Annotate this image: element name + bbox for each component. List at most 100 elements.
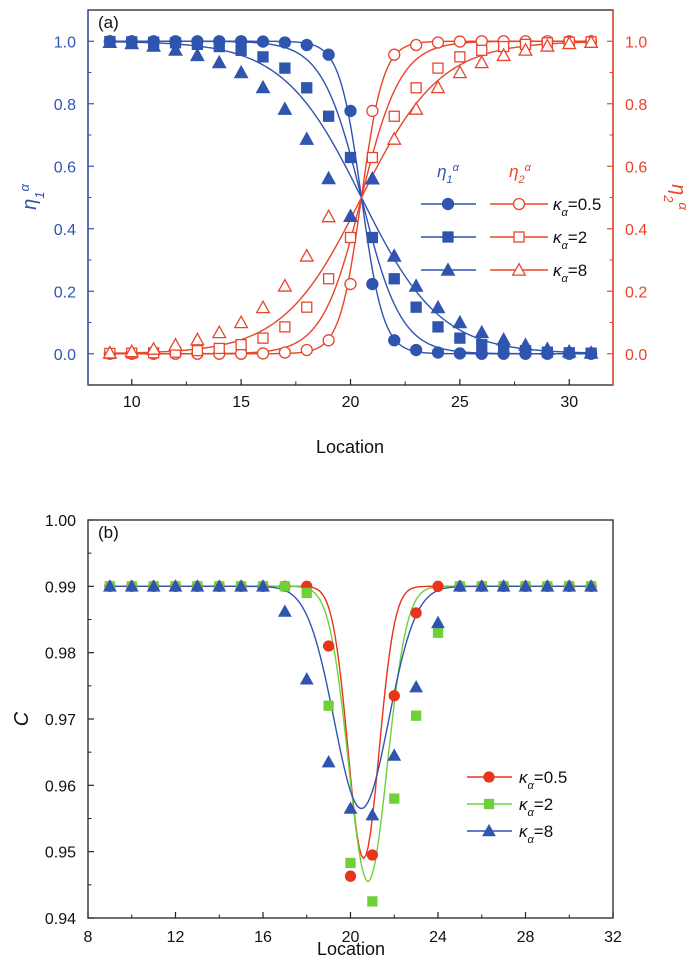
eta1-point (366, 231, 379, 244)
panel-b-ytick-label: 0.95 (45, 845, 76, 862)
panel-b-legend: κα=0.5 κα=2 κα=8 (467, 768, 567, 846)
panel-a-label: (a) (98, 13, 119, 32)
eta2-curve (109, 40, 592, 355)
eta2-point (146, 341, 162, 355)
panel-b-xlabel: Location (317, 939, 385, 959)
eta2-point (344, 231, 357, 244)
eta1-point (322, 48, 335, 61)
legend-eta2-marker (511, 262, 527, 276)
panel-a-ytick-label-right: 0.4 (625, 222, 647, 239)
panel-b-point (168, 579, 183, 592)
panel-b-point (102, 579, 117, 592)
eta1-point (476, 339, 488, 351)
eta1-point (561, 343, 577, 358)
eta1-curve (109, 40, 592, 355)
eta1-point (343, 208, 358, 223)
eta2-point (454, 51, 466, 63)
panel-b-point (366, 849, 379, 861)
eta1-point (430, 299, 446, 314)
panel-a-markers (102, 34, 599, 360)
panel-b-ytick-label: 0.99 (45, 579, 76, 596)
eta1-curve (109, 40, 592, 355)
panel-b-ytick-label: 0.97 (45, 712, 76, 729)
panel-a-xtick-label: 30 (560, 394, 578, 411)
legend-eta2-marker (512, 197, 526, 211)
panel-a-xtick-label: 25 (451, 394, 469, 411)
panel-b-point (299, 672, 314, 685)
panel-b-point (431, 615, 445, 629)
legend-b-label: κα=0.5 (519, 768, 567, 792)
eta2-point (539, 38, 555, 52)
panel-a-ytick-label-left: 0.0 (54, 347, 76, 364)
panel-b-point (387, 748, 402, 761)
panel-a-ytick-label-right: 0.0 (625, 347, 647, 364)
eta1-point (124, 35, 140, 50)
panel-a-ytick-label-left: 0.8 (54, 97, 76, 114)
panel-b-point (365, 808, 380, 821)
panel-b-curve (109, 585, 592, 860)
eta2-point (388, 110, 400, 122)
panel-a-ytick-label-right: 0.6 (625, 159, 647, 176)
eta1-point (235, 44, 247, 56)
legend-a-label: κα=8 (553, 261, 587, 285)
panel-b-point (212, 579, 227, 592)
panel-b-xtick-label: 16 (254, 929, 272, 946)
eta1-point (300, 38, 313, 52)
panel-b-point (388, 690, 400, 702)
eta2-point (410, 82, 422, 94)
eta2-point (344, 277, 357, 291)
panel-b-point (540, 579, 555, 592)
panel-b-curves (109, 585, 592, 883)
panel-b-point (256, 579, 270, 592)
panel-a-ytick-label-left: 0.2 (54, 284, 76, 301)
eta2-point (452, 64, 468, 79)
panel-b-point (389, 793, 400, 804)
panel-a-xlabel: Location (316, 437, 384, 457)
eta2-point (432, 62, 444, 74)
eta2-point (277, 278, 293, 292)
panel-a-ytick-label-right: 0.8 (625, 97, 647, 114)
eta1-point (364, 171, 380, 185)
eta1-point (189, 47, 205, 62)
eta2-point (279, 321, 291, 333)
panel-a-ylabel-left-main: η (19, 199, 41, 210)
eta1-point (539, 341, 555, 355)
eta1-point (453, 347, 467, 360)
panel-b-xtick-label: 20 (342, 929, 360, 946)
panel-a-ytick-label-left: 0.4 (54, 222, 76, 239)
eta1-point (474, 324, 490, 339)
panel-b-xtick-label: 24 (429, 929, 447, 946)
eta1-point (496, 332, 512, 346)
legend-b-label: κα=8 (519, 822, 553, 846)
eta1-point (410, 301, 422, 313)
panel-b-xtick-label: 28 (517, 929, 535, 946)
eta2-point (430, 79, 446, 94)
eta1-point (213, 40, 225, 53)
eta1-point (344, 151, 357, 164)
eta2-point (301, 301, 313, 313)
panel-b-point (323, 700, 334, 711)
panel-b-ytick-label: 0.94 (45, 911, 76, 928)
eta2-point (453, 35, 467, 48)
eta2-point (189, 332, 205, 346)
panel-b-point (584, 579, 599, 592)
eta2-point (583, 34, 599, 48)
legend-b-marker (483, 798, 495, 810)
eta2-point (476, 44, 488, 56)
panel-a-ytick-label-right: 0.2 (625, 284, 647, 301)
panel-b-label: (b) (98, 523, 119, 542)
eta1-point (255, 79, 271, 94)
eta2-point (300, 343, 313, 357)
eta1-point (256, 35, 270, 48)
panel-b-point (345, 857, 356, 869)
panel-a-ytick-label-left: 0.6 (54, 159, 76, 176)
panel-b-point (146, 579, 161, 592)
legend-b-label: κα=2 (519, 795, 553, 819)
panel-b-ytick-label: 0.98 (45, 646, 76, 663)
panel-b-ylabel: C (11, 711, 33, 726)
panel-a-legend: η1α η2α κα=0.5 κα=2 κα=8 (421, 162, 601, 285)
eta2-point (102, 345, 118, 359)
panel-b-point (496, 579, 511, 592)
eta1-point (277, 101, 293, 115)
eta1-point (452, 314, 468, 329)
